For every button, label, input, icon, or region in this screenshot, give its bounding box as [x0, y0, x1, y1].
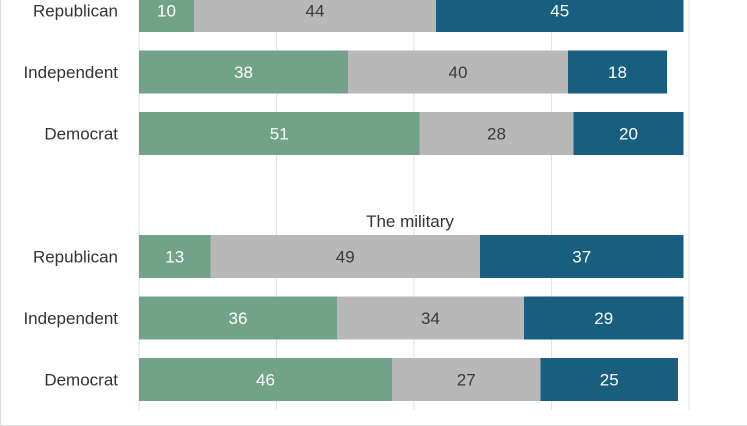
data-label: 40 [449, 63, 468, 82]
data-label: 27 [457, 371, 476, 390]
data-label: 20 [619, 125, 638, 144]
data-label: 44 [306, 2, 325, 21]
data-label: 37 [572, 248, 591, 267]
bar-segment-middle [348, 50, 568, 94]
data-label: 49 [336, 248, 355, 267]
data-label: 29 [594, 309, 613, 328]
data-label: 36 [229, 309, 248, 328]
data-label: 51 [270, 125, 289, 144]
category-label: Independent [23, 309, 118, 328]
bar-segment-middle [210, 235, 480, 278]
bar-segment-first [139, 50, 348, 94]
bar-segment-middle [194, 0, 436, 32]
category-label: Republican [33, 248, 118, 267]
bar-segment-first [139, 0, 194, 32]
category-label: Independent [23, 63, 118, 82]
data-label: 45 [550, 2, 569, 21]
category-label: Republican [33, 2, 118, 21]
data-label: 13 [165, 248, 184, 267]
bar-segment-last [568, 50, 667, 94]
panel-title-military: The military [366, 212, 454, 231]
bar-segment-middle [392, 358, 541, 401]
data-label: 34 [421, 309, 440, 328]
data-label: 10 [157, 2, 176, 21]
bar-segment-middle [337, 296, 524, 340]
bar-segment-first [139, 235, 211, 278]
bar-segment-last [524, 296, 684, 340]
data-label: 28 [487, 125, 506, 144]
bar-segment-first [139, 296, 337, 340]
data-label: 38 [234, 63, 253, 82]
labels: Republican 10 44 45 Independent 38 40 18 Democra… [23, 2, 638, 390]
category-label: Democrat [44, 125, 118, 144]
data-label: 18 [608, 63, 627, 82]
data-label: 46 [256, 371, 275, 390]
bar-segment-first [139, 112, 420, 155]
bar-segment-middle [419, 112, 574, 155]
bar-segment-last [540, 358, 678, 401]
category-label: Democrat [44, 371, 118, 390]
bar-segment-last [573, 112, 684, 155]
data-label: 25 [600, 371, 619, 390]
bar-segment-last [436, 0, 684, 32]
bars [139, 0, 684, 401]
bar-segment-first [139, 358, 392, 401]
bar-segment-last [480, 235, 684, 278]
